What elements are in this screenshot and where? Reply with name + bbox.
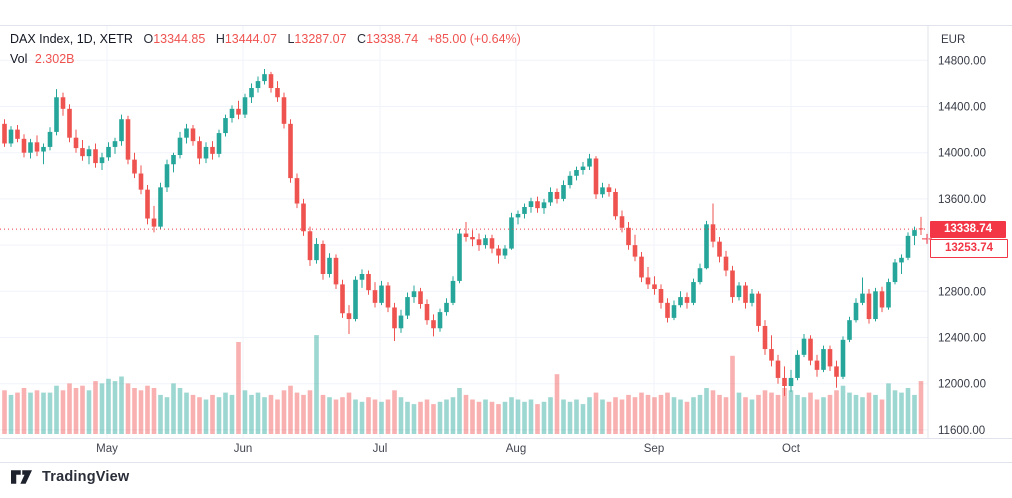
svg-text:11600.00: 11600.00 — [938, 425, 985, 437]
currency-label: EUR — [941, 34, 966, 46]
high-label: H — [215, 32, 225, 46]
high-value: 13444.07 — [224, 32, 277, 46]
change-value: +85.00 (+0.64%) — [427, 32, 521, 46]
tradingview-logo-text: TradingView — [42, 469, 130, 485]
symbol-legend[interactable]: DAX Index, 1D, XETR O13344.85 H13444.07 … — [10, 32, 521, 46]
time-axis-month-may: May — [96, 443, 118, 455]
symbol-title: DAX Index, 1D, XETR — [10, 32, 133, 46]
crosshair-price-badge: 13253.74 — [930, 239, 1008, 258]
time-axis-month-oct: Oct — [782, 443, 800, 455]
open-label: O — [143, 32, 154, 46]
close-value: 13338.74 — [366, 32, 419, 46]
svg-text:14800.00: 14800.00 — [938, 55, 986, 67]
open-value: 13344.85 — [153, 32, 206, 46]
time-axis-month-sep: Sep — [643, 443, 665, 455]
tradingview-logo[interactable]: TradingView — [10, 468, 129, 486]
volume-label: Vol — [10, 52, 28, 66]
last-price-badge: 13338.74 — [930, 221, 1006, 238]
chart-widget[interactable]: 14800.00 14400.00 14000.00 13600.00 12800.00… — [0, 25, 1012, 463]
time-axis-month-jul: Jul — [372, 443, 388, 455]
svg-text:14000.00: 14000.00 — [938, 148, 986, 160]
close-label: C — [357, 32, 367, 46]
svg-text:14400.00: 14400.00 — [938, 102, 986, 114]
svg-text:12400.00: 12400.00 — [938, 333, 986, 345]
time-axis-month-aug: Aug — [505, 443, 527, 455]
time-axis[interactable]: May Jun Jul Aug Sep Oct — [0, 438, 928, 462]
svg-text:12000.00: 12000.00 — [938, 379, 986, 391]
candlestick-plot[interactable]: 14800.00 14400.00 14000.00 13600.00 12800.00… — [0, 26, 1012, 438]
tradingview-logo-icon — [11, 470, 32, 484]
volume-value: 2.302B — [34, 52, 75, 66]
svg-text:12800.00: 12800.00 — [938, 286, 986, 298]
svg-text:13600.00: 13600.00 — [938, 194, 986, 206]
volume-legend[interactable]: Vol 2.302B — [10, 52, 75, 66]
axis-corner — [928, 438, 1012, 462]
low-label: L — [287, 32, 295, 46]
time-axis-month-jun: Jun — [233, 443, 253, 455]
low-value: 13287.07 — [294, 32, 347, 46]
